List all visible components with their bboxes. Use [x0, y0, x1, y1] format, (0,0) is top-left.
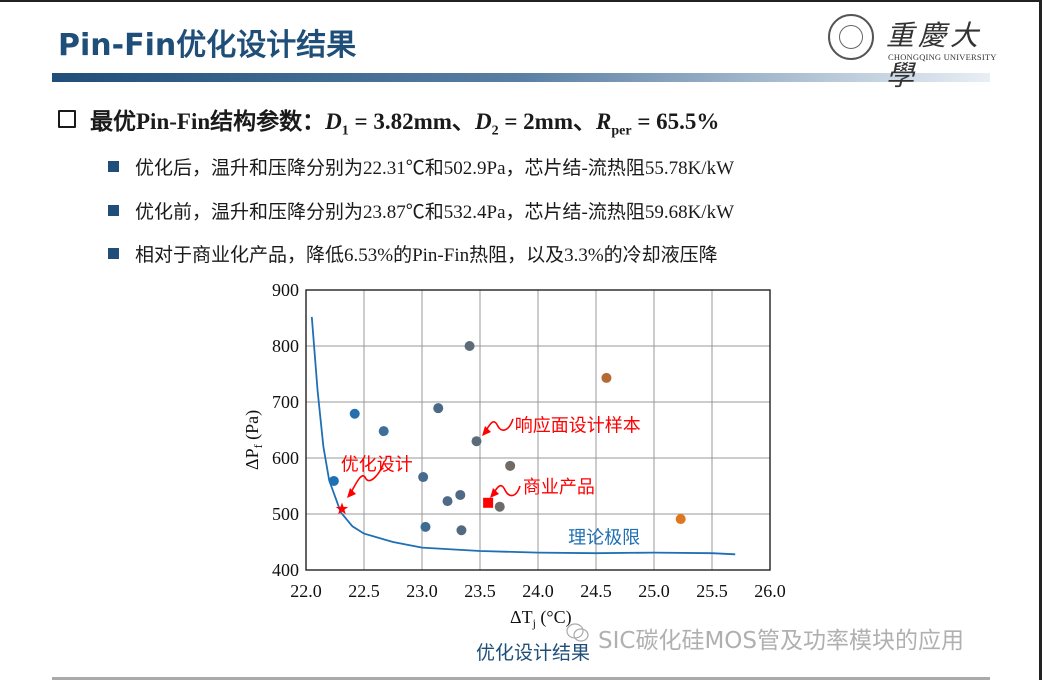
- sample-point: [494, 501, 505, 512]
- y-tick-label: 800: [272, 336, 299, 356]
- parameter-heading: 最优Pin-Fin结构参数：D1 = 3.82mm、D2 = 2mm、Rper …: [58, 102, 719, 140]
- y-tick-label: 500: [272, 504, 299, 524]
- d2-value: = 2mm、: [498, 109, 596, 134]
- sample-point: [328, 475, 339, 486]
- commercial-product-marker: [483, 497, 494, 508]
- x-tick-label: 22.5: [348, 581, 380, 601]
- heading-prefix: 最优Pin-Fin结构参数：: [90, 109, 326, 134]
- sample-point: [378, 426, 389, 437]
- bullet-text: 优化前，温升和压降分别为23.87℃和532.4Pa，芯片结-流热阻59.68K…: [135, 202, 735, 223]
- sample-point: [455, 489, 466, 500]
- optimal-design-star: [335, 502, 349, 515]
- d1-symbol: D: [325, 109, 342, 134]
- annotation-label: 商业产品: [523, 477, 595, 498]
- annotation-label: 理论极限: [568, 527, 640, 548]
- y-tick-label: 400: [272, 560, 299, 580]
- checkbox-bullet-icon: [58, 110, 76, 128]
- arrowhead-icon: [347, 488, 356, 498]
- plot-frame: [305, 289, 771, 571]
- annotation-label: 优化设计: [341, 455, 413, 476]
- y-tick-label: 600: [272, 448, 299, 468]
- university-logo: 重慶大學 CHONGQING UNIVERSITY: [828, 12, 998, 92]
- arrowhead-icon: [490, 488, 499, 498]
- sample-point: [418, 472, 429, 483]
- square-bullet-icon: [108, 161, 119, 172]
- y-tick-label: 900: [272, 280, 299, 300]
- rper-symbol: R: [596, 109, 612, 134]
- axis-ticks: 22.0 22.5 23.0 23.5 24.0 24.5 25.0 25.5 26.0 400 5…: [272, 280, 786, 601]
- logo-english-name: CHONGQING UNIVERSITY: [888, 52, 997, 62]
- bullet-text: 相对于商业化产品，降低6.53%的Pin-Fin热阻，以及3.3%的冷却液压降: [135, 245, 718, 266]
- square-bullet-icon: [108, 205, 119, 216]
- x-tick-label: 23.0: [406, 581, 438, 601]
- logo-chinese-name: 重慶大學: [886, 19, 983, 92]
- bullet-comparison: 相对于商业化产品，降低6.53%的Pin-Fin热阻，以及3.3%的冷却液压降: [108, 240, 718, 267]
- bullet-text: 优化后，温升和压降分别为22.31℃和502.9Pa，芯片结-流热阻55.78K…: [135, 158, 735, 179]
- d2-symbol: D: [474, 109, 492, 134]
- x-tick-label: 24.5: [580, 581, 612, 601]
- slide-title: Pin-Fin优化设计结果: [58, 28, 357, 63]
- seal-icon: [828, 14, 874, 60]
- bullet-before-optimization: 优化前，温升和压降分别为23.87℃和532.4Pa，芯片结-流热阻59.68K…: [108, 197, 734, 224]
- bottom-rule: [52, 677, 990, 680]
- x-axis-label: ΔTj (°C): [510, 607, 572, 630]
- x-tick-label: 25.5: [696, 581, 728, 601]
- arrowhead-icon: [482, 426, 491, 436]
- sample-point: [601, 372, 612, 383]
- bullet-after-optimization: 优化后，温升和压降分别为22.31℃和502.9Pa，芯片结-流热阻55.78K…: [108, 153, 734, 180]
- watermark-text: SIC碳化硅MOS管及功率模块的应用: [598, 628, 964, 654]
- x-tick-label: 25.0: [638, 581, 670, 601]
- annotation-arrow: [349, 461, 385, 495]
- rper-value: = 65.5%: [631, 109, 720, 134]
- x-tick-label: 24.0: [522, 581, 554, 601]
- sample-point: [505, 460, 516, 471]
- d1-value: = 3.82mm、: [348, 109, 475, 134]
- sample-point: [471, 436, 482, 447]
- x-tick-label: 23.5: [464, 581, 496, 601]
- square-bullet-icon: [108, 248, 119, 259]
- right-border: [1039, 0, 1042, 680]
- rper-sub: per: [611, 123, 632, 139]
- annotation-label: 响应面设计样本: [515, 415, 641, 436]
- top-border: [0, 0, 1042, 2]
- sample-point: [464, 341, 475, 351]
- annotation-arrow: [492, 484, 521, 497]
- x-tick-label: 26.0: [754, 581, 786, 601]
- figure-caption: 优化设计结果: [476, 642, 591, 664]
- sample-point: [675, 514, 686, 525]
- sample-point: [456, 525, 467, 536]
- wechat-icon: [566, 623, 589, 642]
- data-points: [328, 341, 686, 536]
- d2-sub: 2: [491, 123, 499, 139]
- y-tick-label: 700: [272, 392, 299, 412]
- d1-sub: 1: [341, 123, 349, 139]
- sample-point: [420, 521, 431, 532]
- y-axis-label: ΔPf (Pa): [242, 410, 265, 470]
- sample-point: [433, 403, 444, 414]
- annotation-arrow: [484, 418, 514, 433]
- limit-curve-path: [310, 316, 736, 556]
- sample-point: [442, 496, 453, 507]
- x-tick-label: 22.0: [290, 581, 322, 601]
- theoretical-limit-curve: [310, 316, 736, 556]
- sample-point: [349, 408, 360, 419]
- title-underline: [52, 73, 990, 82]
